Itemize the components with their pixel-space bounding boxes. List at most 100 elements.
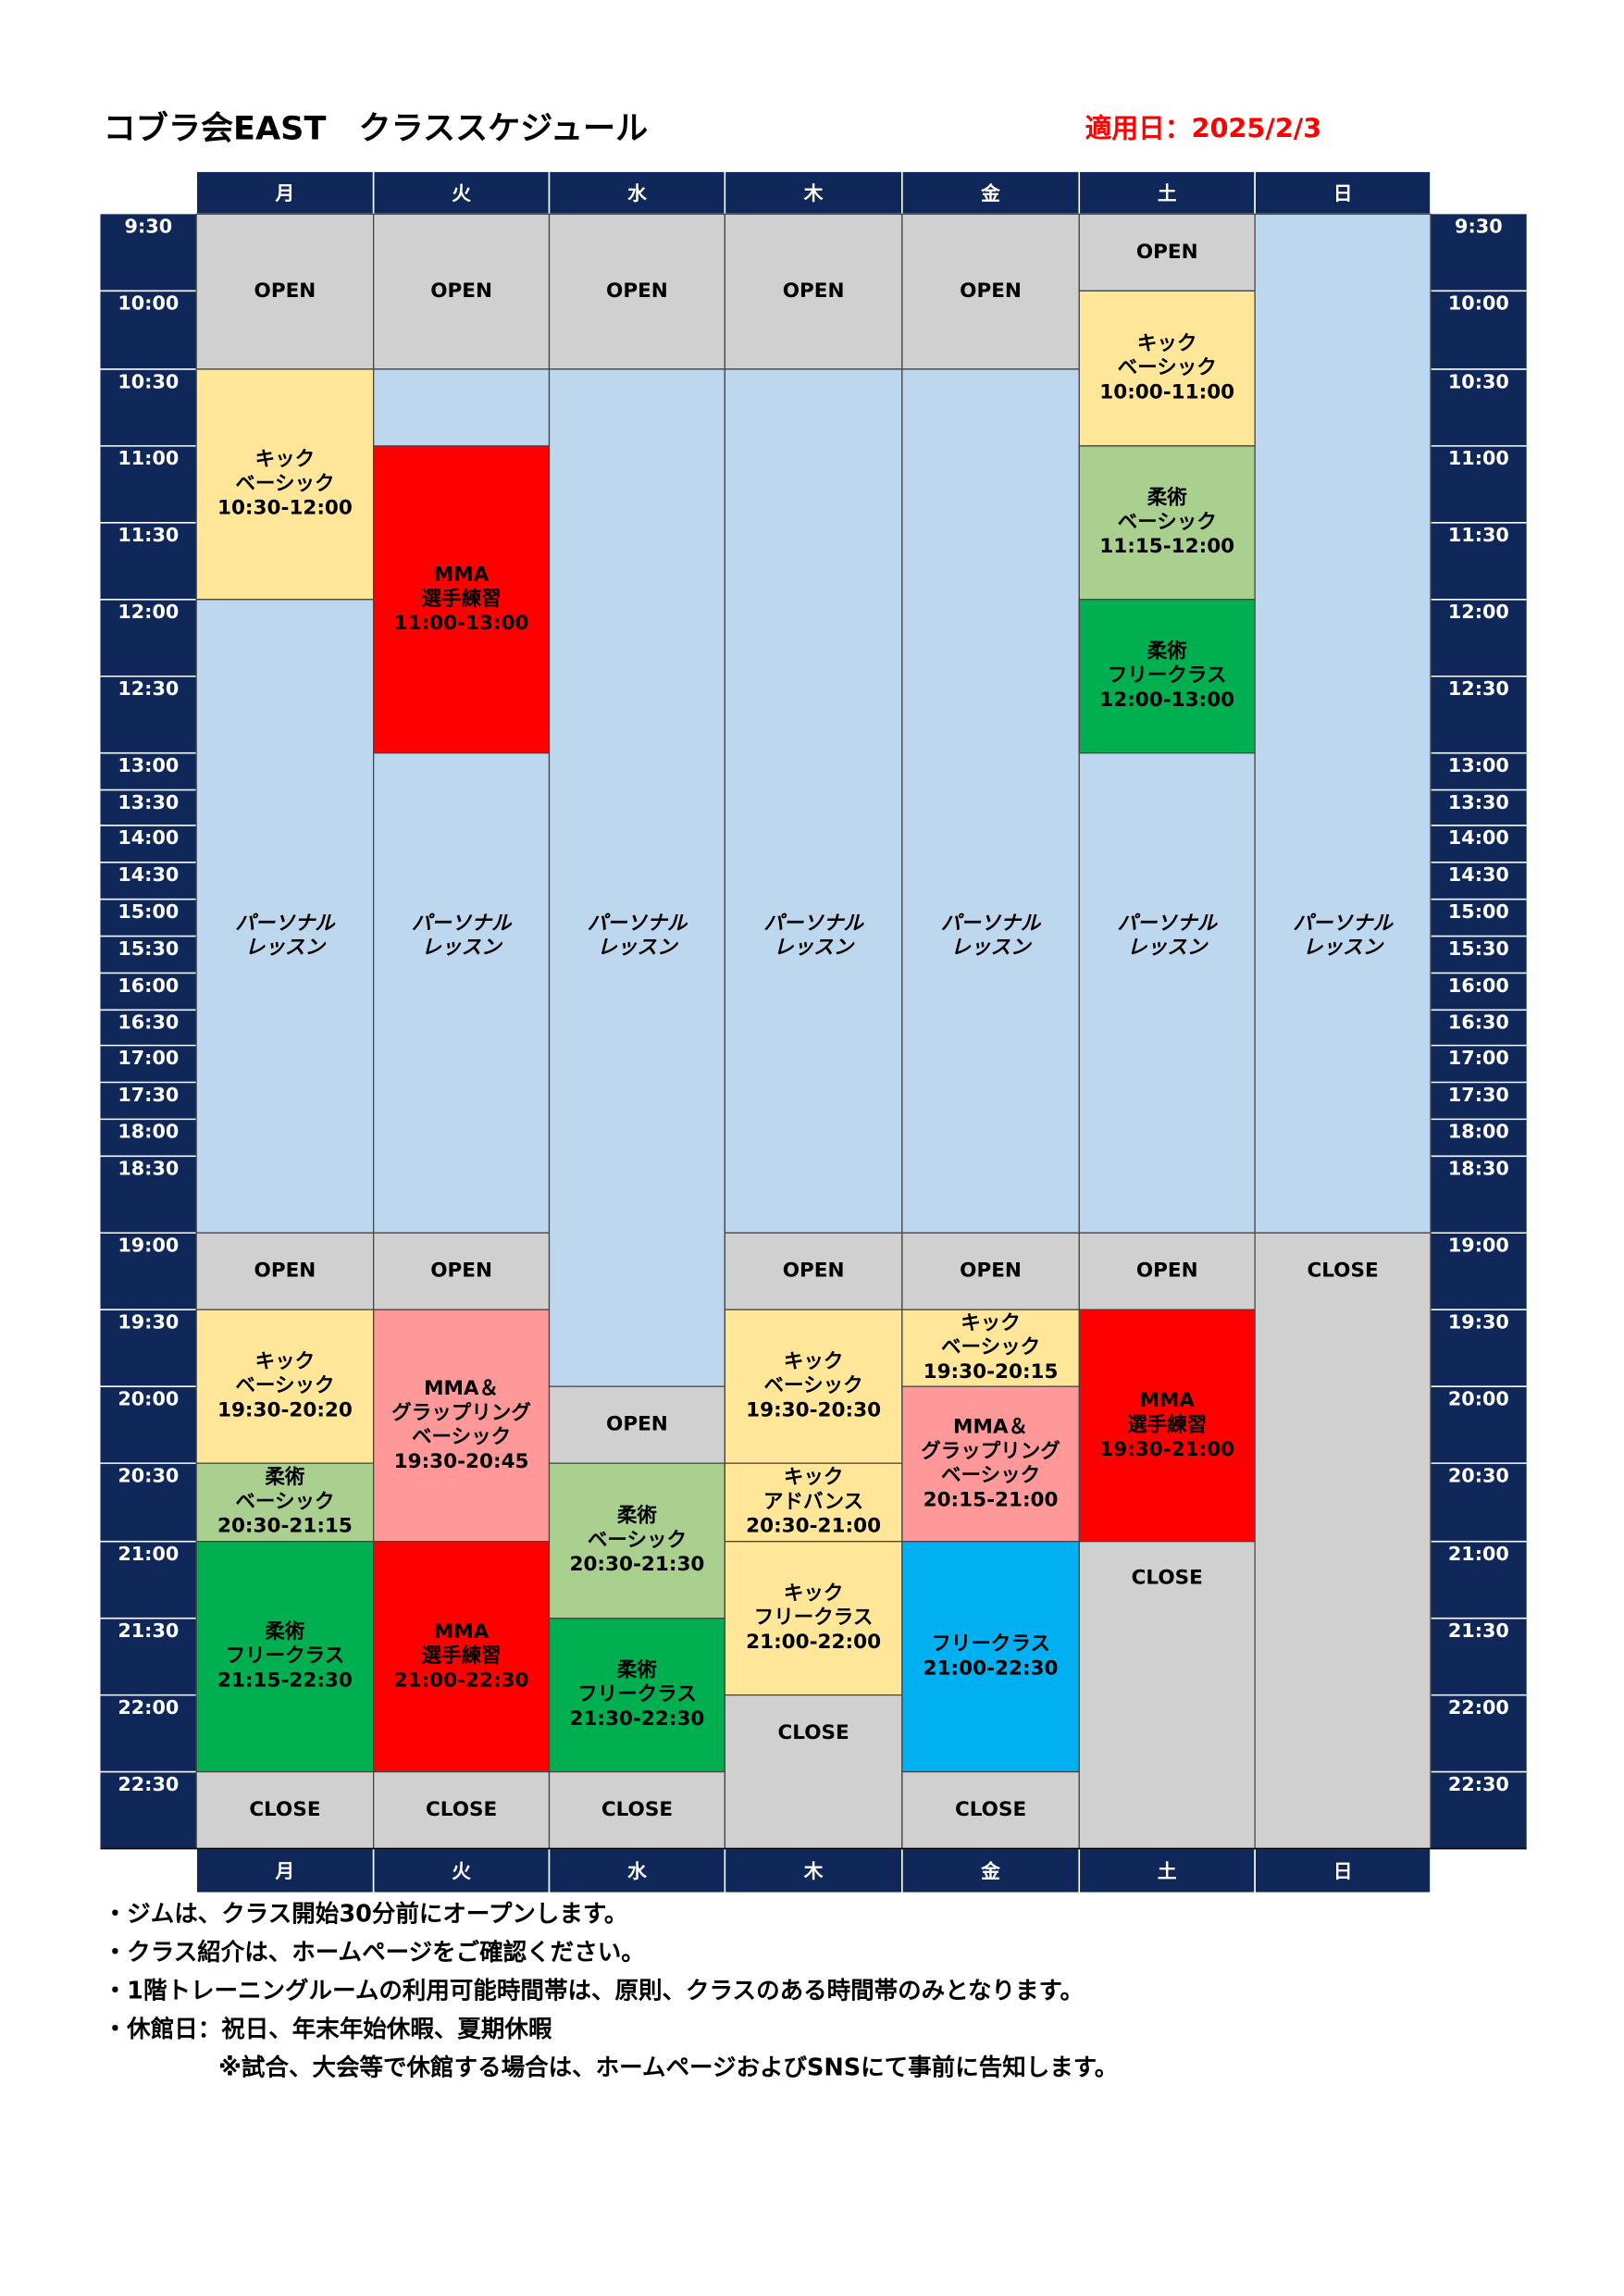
class-text: 柔術	[1147, 487, 1188, 510]
class-block	[901, 1232, 1080, 1310]
class-text: 11:15-12:00	[1099, 535, 1234, 558]
day-header-bottom	[372, 1847, 551, 1894]
time-label: 22:30	[118, 1773, 179, 1795]
class-text: OPEN	[254, 1260, 316, 1283]
class-text: 柔術	[617, 1505, 658, 1528]
day-label: 水	[627, 182, 647, 205]
time-label: 12:00	[118, 601, 179, 623]
day-label: 月	[275, 1860, 295, 1882]
class-text: 21:00-22:30	[924, 1657, 1059, 1680]
class-text: CLOSE	[426, 1798, 497, 1821]
class-text: パーソナル	[1117, 912, 1218, 935]
class-text: レッスン	[1303, 937, 1384, 960]
day-label: 金	[980, 182, 1000, 205]
class-text: フリークラス	[931, 1632, 1050, 1656]
class-block	[195, 1232, 375, 1310]
class-block	[195, 599, 375, 1234]
class-text: ベーシック	[764, 1374, 863, 1397]
time-label: 19:30	[118, 1311, 179, 1334]
day-label: 木	[803, 182, 824, 205]
time-label: 19:30	[1448, 1311, 1509, 1334]
class-text: OPEN	[783, 279, 845, 303]
class-text: レッスン	[774, 937, 855, 960]
class-text: フリークラス	[1108, 664, 1227, 688]
class-text: レッスン	[1127, 937, 1209, 960]
time-label: 16:00	[1448, 974, 1509, 997]
time-label: 18:30	[1448, 1158, 1509, 1180]
note: ・1階トレーニングルームの利用可能時間帯は、原則、クラスのある時間帯のみとなりま…	[104, 1977, 1084, 2004]
class-block	[724, 1694, 903, 1850]
day-label: 土	[1158, 182, 1177, 205]
day-header-bottom	[1078, 1847, 1256, 1894]
time-label: 18:00	[118, 1121, 179, 1143]
class-block	[1254, 213, 1432, 1234]
class-text: キック	[784, 1350, 844, 1373]
class-text: 10:00-11:00	[1099, 380, 1234, 403]
class-block	[195, 213, 375, 370]
class-block	[373, 445, 551, 754]
class-text: ベーシック	[1118, 511, 1217, 534]
time-label: 11:30	[1448, 524, 1509, 546]
time-label: 10:00	[118, 292, 179, 315]
class-text: MMA＆	[424, 1377, 499, 1400]
class-text: MMA	[1139, 1389, 1195, 1412]
time-column	[100, 214, 197, 1849]
class-block	[373, 1232, 551, 1310]
time-label: 19:00	[1448, 1235, 1509, 1257]
time-label: 18:30	[118, 1158, 179, 1180]
class-block	[724, 1462, 903, 1543]
time-label: 17:30	[1448, 1084, 1509, 1106]
time-label: 21:30	[118, 1620, 179, 1642]
time-label: 21:00	[1448, 1543, 1509, 1565]
day-label: 月	[275, 182, 295, 205]
class-text: OPEN	[783, 1260, 845, 1283]
time-label: 15:00	[1448, 900, 1509, 923]
class-block	[1078, 599, 1256, 754]
class-text: OPEN	[960, 1260, 1022, 1283]
time-label: 13:00	[118, 754, 179, 776]
time-label: 17:30	[118, 1084, 179, 1106]
class-block	[1078, 1541, 1256, 1850]
time-label: 22:00	[118, 1696, 179, 1719]
class-text: 柔術	[617, 1658, 658, 1682]
note: ・ジムは、クラス開始30分前にオープンします。	[104, 1900, 628, 1928]
class-text: 19:30-20:15	[924, 1360, 1059, 1384]
class-text: キック	[255, 448, 316, 471]
class-block	[195, 1309, 375, 1464]
class-text: 20:30-21:15	[217, 1515, 353, 1538]
day-header-top	[548, 170, 726, 216]
class-block	[373, 1541, 551, 1773]
day-header-top	[195, 170, 375, 216]
class-text: レッスン	[597, 937, 678, 960]
class-text: パーソナル	[1293, 912, 1394, 935]
class-block	[548, 1618, 726, 1773]
class-text: 選手練習	[422, 1644, 502, 1668]
day-header-top	[372, 170, 551, 216]
note: ・休館日：祝日、年末年始休暇、夏期休暇	[104, 2016, 552, 2043]
time-label: 14:00	[118, 826, 179, 849]
day-label: 木	[803, 1860, 824, 1882]
class-text: ベーシック	[412, 1426, 511, 1449]
time-label: 14:00	[1448, 826, 1509, 849]
class-block	[195, 1541, 375, 1773]
time-label: 14:30	[118, 863, 179, 886]
time-label: 11:00	[1448, 447, 1509, 469]
class-text: 20:30-21:00	[746, 1515, 881, 1538]
time-label: 22:30	[1448, 1773, 1509, 1795]
class-text: MMA	[434, 563, 490, 586]
class-block	[1254, 1232, 1432, 1850]
time-label: 22:00	[1448, 1696, 1509, 1719]
time-column	[1430, 214, 1527, 1849]
class-text: CLOSE	[955, 1798, 1026, 1821]
class-text: パーソナル	[941, 912, 1042, 935]
time-label: 10:30	[118, 370, 179, 392]
class-block	[1078, 213, 1256, 292]
class-block	[1078, 290, 1256, 447]
class-block	[901, 1309, 1080, 1387]
day-header-bottom	[901, 1847, 1081, 1894]
time-label: 9:30	[1455, 216, 1503, 238]
class-text: 選手練習	[422, 587, 502, 611]
time-label: 21:30	[1448, 1620, 1509, 1642]
class-text: 21:30-22:30	[569, 1707, 704, 1731]
class-text: 19:30-20:30	[746, 1398, 881, 1421]
